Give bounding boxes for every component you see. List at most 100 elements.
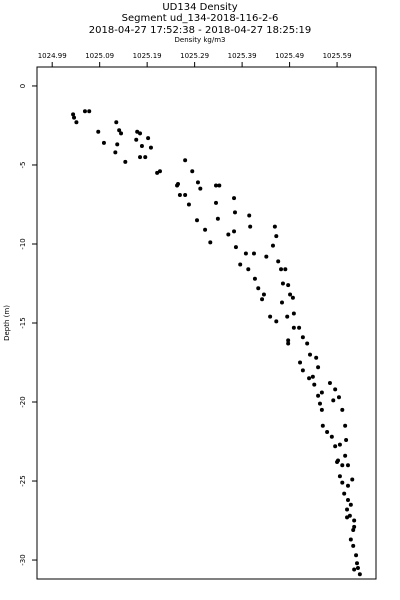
data-point [246,267,251,272]
data-point [337,442,342,447]
data-point [357,572,362,577]
data-point [342,491,347,496]
data-point [279,267,284,272]
data-point [183,158,188,163]
data-point [177,193,182,197]
data-point [331,398,336,403]
data-point [340,463,345,468]
data-point [354,553,359,558]
data-point [176,181,181,186]
data-point [247,213,252,218]
y-tick-label: -30 [19,554,27,565]
x-tick-label: 1025.59 [323,52,352,60]
data-point [300,368,305,373]
data-point [119,131,124,136]
data-point [233,245,238,250]
data-point [355,561,360,566]
data-point [333,444,338,449]
data-point [345,497,350,502]
x-tick-label: 1025.49 [275,52,304,60]
data-point [305,341,310,346]
data-point [298,360,303,365]
data-point [320,423,325,428]
data-point [344,437,349,442]
data-point [337,474,342,479]
data-point [325,430,330,435]
data-point [355,565,360,570]
data-point [217,183,222,188]
data-point [243,251,248,256]
data-point [345,507,350,512]
data-point [146,136,151,141]
data-point [183,193,188,197]
data-point [276,259,281,264]
data-point [251,251,256,256]
y-tick-label: -25 [19,475,27,486]
chart-title: UD134 Density [162,2,237,13]
data-point [343,423,348,428]
y-tick-label: -10 [19,238,27,249]
data-point [285,314,290,319]
data-point [157,169,162,174]
x-axis-label: Density kg/m3 [175,36,226,44]
data-point [213,200,218,205]
data-point [138,131,143,136]
data-point [279,300,284,305]
data-point [87,109,92,114]
data-point [248,224,253,229]
data-point [208,240,213,245]
data-point [232,210,237,215]
data-point [74,120,79,125]
data-point [345,463,350,468]
data-point [260,297,265,302]
data-point [345,483,350,488]
y-tick-label: -15 [19,317,27,328]
data-point [351,528,356,533]
data-point [82,109,87,114]
data-point [329,434,334,439]
data-point [114,120,119,125]
data-point [300,335,305,340]
data-point [71,112,76,117]
data-point [297,325,302,330]
x-tick-label: 1025.19 [133,52,162,60]
data-point [101,140,106,145]
data-point [317,401,322,406]
data-point [261,292,266,297]
data-point [316,393,321,398]
chart-subtitle: Segment ud_134-2018-116-2-6 [122,13,279,24]
data-point [268,314,273,319]
data-point [195,218,200,223]
data-point [327,381,332,386]
data-point [352,518,357,523]
y-axis-label: Depth (m) [3,305,11,341]
data-point [143,155,148,160]
data-point [134,137,139,142]
plot-frame [36,66,377,580]
data-point [238,262,243,267]
data-point [316,365,321,370]
data-point [307,376,312,381]
data-point [138,155,143,160]
data-point [139,144,144,149]
data-point [319,390,324,395]
data-point [319,407,324,412]
data-point [291,325,296,330]
data-point [72,115,77,120]
y-tick-label: 0 [19,84,27,88]
x-tick-label: 1024.99 [38,52,67,60]
data-point [350,477,355,482]
data-point [310,374,315,379]
data-point [117,128,122,133]
data-point [123,159,128,164]
data-point [186,202,191,207]
data-point [347,513,352,518]
data-point [336,395,341,400]
data-point [286,283,291,288]
data-point [190,169,195,174]
data-point [283,267,288,272]
data-point [340,407,345,412]
data-point [335,460,340,465]
